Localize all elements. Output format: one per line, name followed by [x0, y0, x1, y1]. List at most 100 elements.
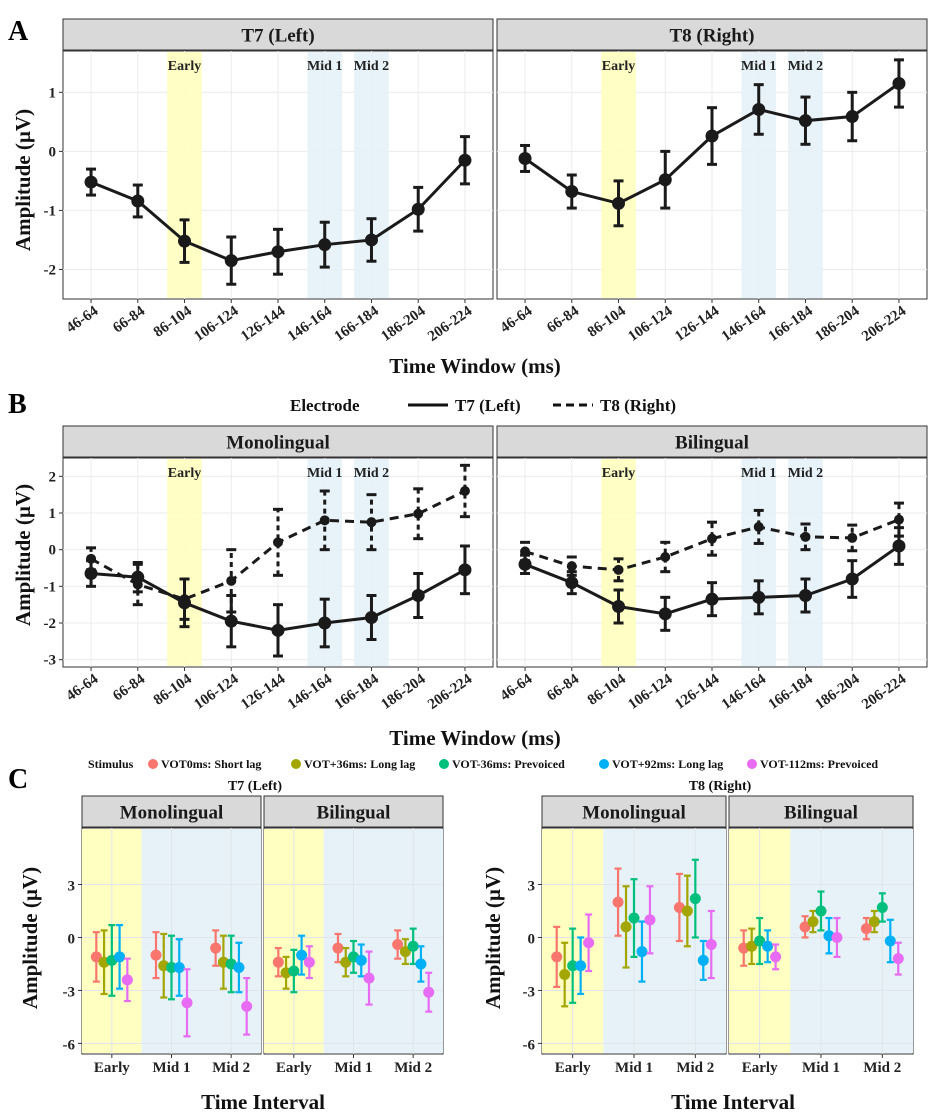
pc-g0-f0-point: -1.7 — [233, 961, 245, 973]
pc-g1-f0-point: 1 — [644, 914, 656, 926]
pc-g1-f1-point: -1.1 — [770, 951, 782, 963]
pb-f0-point: 1.6 — [459, 486, 470, 496]
pa-f0-point: -0.98 — [411, 202, 425, 216]
pb-f1-point: -0.55 — [613, 564, 624, 575]
pb-f0-ytick-label: -2 — [44, 616, 57, 632]
pb-f0-point: -1.25 — [411, 589, 425, 602]
pb-f0-point: -1.35 — [179, 594, 190, 605]
pc-g1-f1-point: -1.2 — [892, 953, 904, 965]
pc-g0-f1-point: -0.6 — [332, 942, 344, 954]
pa-f1-xtick-label: 66-84 — [544, 303, 582, 336]
pa-f1-band-label: Mid 2 — [788, 59, 823, 74]
pb-f1-point: 0.82 — [893, 514, 904, 525]
pc-g1-f0-strip-title: Monolingual — [582, 803, 685, 824]
pb-f1-xtick-label: 166-184 — [766, 671, 817, 713]
pa-f0-band-label: Mid 1 — [307, 59, 342, 74]
pc-g0-f0-strip-title: Monolingual — [120, 803, 223, 824]
pa-f1-xtick-label: 206-224 — [859, 303, 910, 345]
plots-layer: T7 (Left) -2 -1 0 1 Early Mid 1 Mid 2 -0.52 -0.8 4… — [44, 18, 928, 1076]
panel-c-legend-label-1: VOT+36ms: Long lag — [304, 757, 415, 771]
pa-f1-point: 0.26 — [705, 129, 719, 143]
pc-g1-f0-point: 2 — [612, 896, 624, 908]
pa-f0-ytick-label: -2 — [44, 262, 57, 278]
pa-f0-band-label: Mid 2 — [354, 59, 389, 74]
pa-f1-xtick-label: 186-204 — [812, 303, 863, 345]
pa-f0-strip-title: T7 (Left) — [241, 26, 314, 47]
pc-g0-f1-xtick-label: Mid 1 — [335, 1060, 373, 1076]
pc-g0-f0-ytick-label: 0 — [68, 931, 76, 947]
pb-f0-xtick-label: 166-184 — [332, 671, 383, 713]
panel-letter-c: C — [8, 764, 28, 795]
pc-g0-f0-point: -1.1 — [90, 951, 102, 963]
pa-f0-ytick-label: 0 — [49, 144, 57, 160]
pa-f0-xtick-label: 106-124 — [191, 303, 242, 345]
pb-f0-xtick-label: 66-84 — [110, 671, 148, 704]
pc-g1-f1-point: 1.7 — [876, 901, 888, 913]
pb-f0-xtick-label: 46-64 — [63, 671, 101, 704]
pa-f1-strip-title: T8 (Right) — [670, 26, 755, 47]
pc-g1-f1-xtick-label: Mid 2 — [863, 1060, 901, 1076]
pb-f1-point: -1.55 — [612, 600, 626, 613]
pb-f1-xtick-label: 126-144 — [672, 671, 723, 713]
pc-g0-f0-point: -1.1 — [114, 951, 126, 963]
panel-c-group-title-t7: T7 (Left) — [228, 779, 282, 794]
pc-g0-f0-ytick-label: -3 — [63, 984, 76, 1000]
pa-f1-point: -0.12 — [518, 151, 532, 165]
pc-g0-f0-point: -0.6 — [210, 942, 222, 954]
pb-f1-band — [741, 459, 777, 666]
pa-f0-point: -1.85 — [224, 254, 238, 268]
pb-f1-xtick-label: 66-84 — [544, 671, 582, 704]
pa-f1-xtick-label: 126-144 — [672, 303, 723, 345]
pc-g1-f1-strip — [728, 795, 914, 828]
pb-f1-band — [788, 459, 823, 666]
panel-c-legend-label-4: VOT-112ms: Prevoiced — [760, 757, 878, 771]
panel-c-legend-label-3: VOT+92ms: Long lag — [612, 757, 723, 771]
pc-g0-f1-point: -1.4 — [303, 956, 315, 968]
pb-f1-point: -0.8 — [845, 572, 859, 586]
pc-g0-f0-strip — [81, 795, 262, 828]
panel-b-legend-title: Electrode — [290, 396, 360, 415]
pb-f1-xtick-label: 106-124 — [625, 671, 676, 713]
pc-g0-f0-point: -1.7 — [166, 961, 177, 973]
pc-g0-f1-point: -1 — [296, 949, 308, 961]
pb-f0-point: -0.85 — [226, 575, 237, 586]
pa-f0-xtick-label: 66-84 — [110, 303, 148, 336]
pb-f0-point: -0.95 — [132, 579, 143, 590]
pb-f0-xtick-label: 206-224 — [425, 671, 476, 713]
pa-f0-xtick-label: 166-184 — [332, 303, 383, 345]
panel-c-ylabel-right: Amplitude (µV) — [481, 867, 505, 1009]
panel-c-xlabel-left: Time Interval — [201, 1090, 325, 1114]
pc-g1-f1-point: -0.2 — [884, 935, 896, 947]
pb-f0-band-label: Mid 2 — [354, 466, 389, 481]
pb-f0-xtick-label: 106-124 — [191, 671, 242, 713]
pb-f1-xtick-label: 46-64 — [497, 671, 535, 704]
pc-g0-f0-point: -1.7 — [173, 961, 185, 973]
pb-f0-point: 0.8 — [319, 515, 330, 526]
pa-f0-point: -0.15 — [458, 153, 472, 167]
pb-f1-point: -1.25 — [798, 589, 812, 602]
panel-letter-b: B — [8, 389, 27, 420]
pa-f0-xtick-label: 126-144 — [238, 303, 289, 345]
pc-g1-f1-point: 0.9 — [807, 916, 819, 928]
pc-g1-f0-ytick-label: -3 — [523, 984, 536, 1000]
panel-b-ylabel: Amplitude (µV) — [11, 484, 35, 626]
pa-f0-point: -1.7 — [271, 245, 285, 259]
pa-f0-xtick-label: 186-204 — [378, 303, 429, 345]
panel-a-xlabel: Time Window (ms) — [389, 354, 561, 378]
pa-f0-xtick-label: 46-64 — [63, 303, 101, 336]
panel-a-ylabel: Amplitude (µV) — [11, 109, 35, 251]
pa-f1-point: -0.88 — [612, 196, 626, 210]
panel-c-legend-key-3 — [599, 759, 609, 769]
pb-f1-strip — [496, 425, 928, 458]
pb-f1-point: 0.1 — [892, 539, 906, 553]
pb-f0-xtick-label: 186-204 — [378, 671, 429, 713]
pc-g1-f1-xtick-label: Early — [742, 1060, 778, 1076]
pa-f1-point: 0.71 — [752, 102, 766, 116]
pb-f0-band-label: Early — [168, 466, 201, 481]
panel-c-legend-label-2: VOT-36ms: Prevoiced — [452, 757, 565, 771]
pa-f0-point: -0.52 — [84, 175, 98, 189]
panel-b-xlabel: Time Window (ms) — [389, 726, 561, 750]
pb-f0-point: -1.95 — [224, 614, 238, 628]
pb-f0-band-label: Mid 1 — [307, 466, 342, 481]
pb-f1-point: -1.75 — [658, 607, 672, 621]
